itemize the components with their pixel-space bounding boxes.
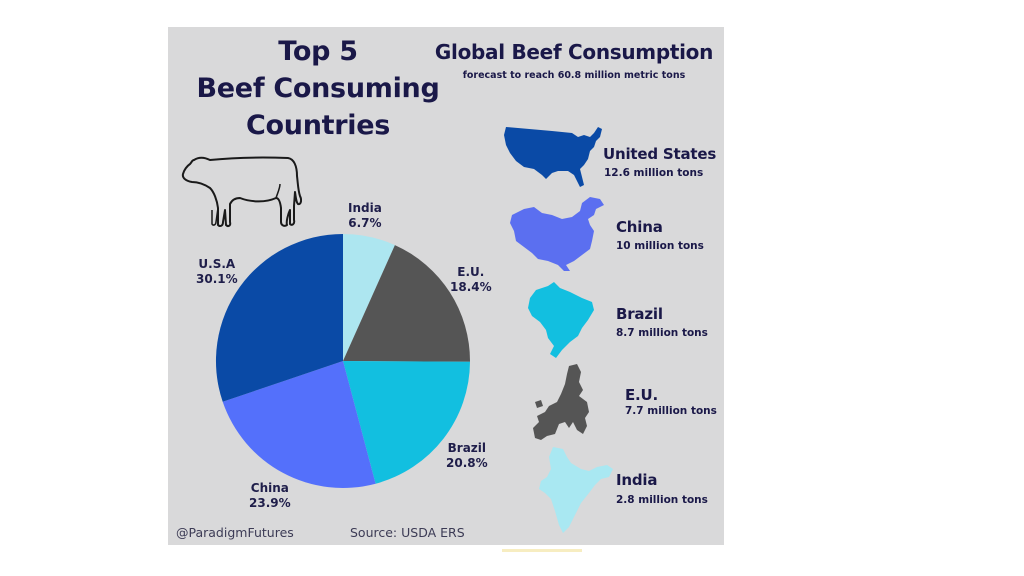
country-name-eu: E.U.	[625, 386, 659, 404]
handle-credit: @ParadigmFutures	[176, 525, 294, 540]
pie-slice-usa[interactable]	[215, 233, 343, 402]
cow-outline-icon	[181, 156, 302, 227]
title-line-3: Countries	[246, 110, 390, 141]
country-name-usa: United States	[603, 145, 717, 163]
country-value-brazil: 8.7 million tons	[616, 327, 708, 339]
country-name-india: India	[616, 471, 658, 489]
forecast-note: forecast to reach 60.8 million metric to…	[462, 70, 686, 81]
eu-map-icon	[533, 364, 589, 440]
pie-slice-china[interactable]	[222, 361, 376, 488]
country-name-china: China	[616, 218, 663, 236]
pie-label-brazil: Brazil 20.8%	[446, 441, 488, 470]
title-line-1: Top 5	[278, 36, 358, 67]
subtitle: Global Beef Consumption	[434, 40, 714, 64]
country-value-china: 10 million tons	[616, 240, 704, 252]
title-line-2: Beef Consuming	[196, 73, 440, 104]
main-title: Top 5 Beef Consuming Countries	[168, 33, 468, 144]
country-name-brazil: Brazil	[616, 305, 663, 323]
brazil-map-icon	[528, 282, 594, 358]
pie-label-india: India 6.7%	[348, 201, 382, 230]
country-value-india: 2.8 million tons	[616, 494, 708, 506]
faint-watermark	[502, 549, 582, 552]
india-map-icon	[539, 447, 613, 533]
source-note: Source: USDA ERS	[350, 525, 465, 540]
infographic-panel: Top 5 Beef Consuming Countries Global Be…	[168, 27, 724, 545]
pie-chart	[215, 233, 471, 488]
pie-label-eu: E.U. 18.4%	[450, 265, 492, 294]
country-value-usa: 12.6 million tons	[604, 167, 704, 179]
pie-label-china: China 23.9%	[249, 481, 291, 510]
pie-slice-eu[interactable]	[343, 245, 471, 362]
pie-slice-india[interactable]	[343, 234, 395, 361]
pie-label-usa: U.S.A 30.1%	[196, 257, 238, 286]
china-map-icon	[510, 197, 604, 271]
pie-slice-brazil[interactable]	[343, 361, 470, 484]
usa-map-icon	[504, 127, 602, 187]
country-value-eu: 7.7 million tons	[625, 405, 717, 417]
